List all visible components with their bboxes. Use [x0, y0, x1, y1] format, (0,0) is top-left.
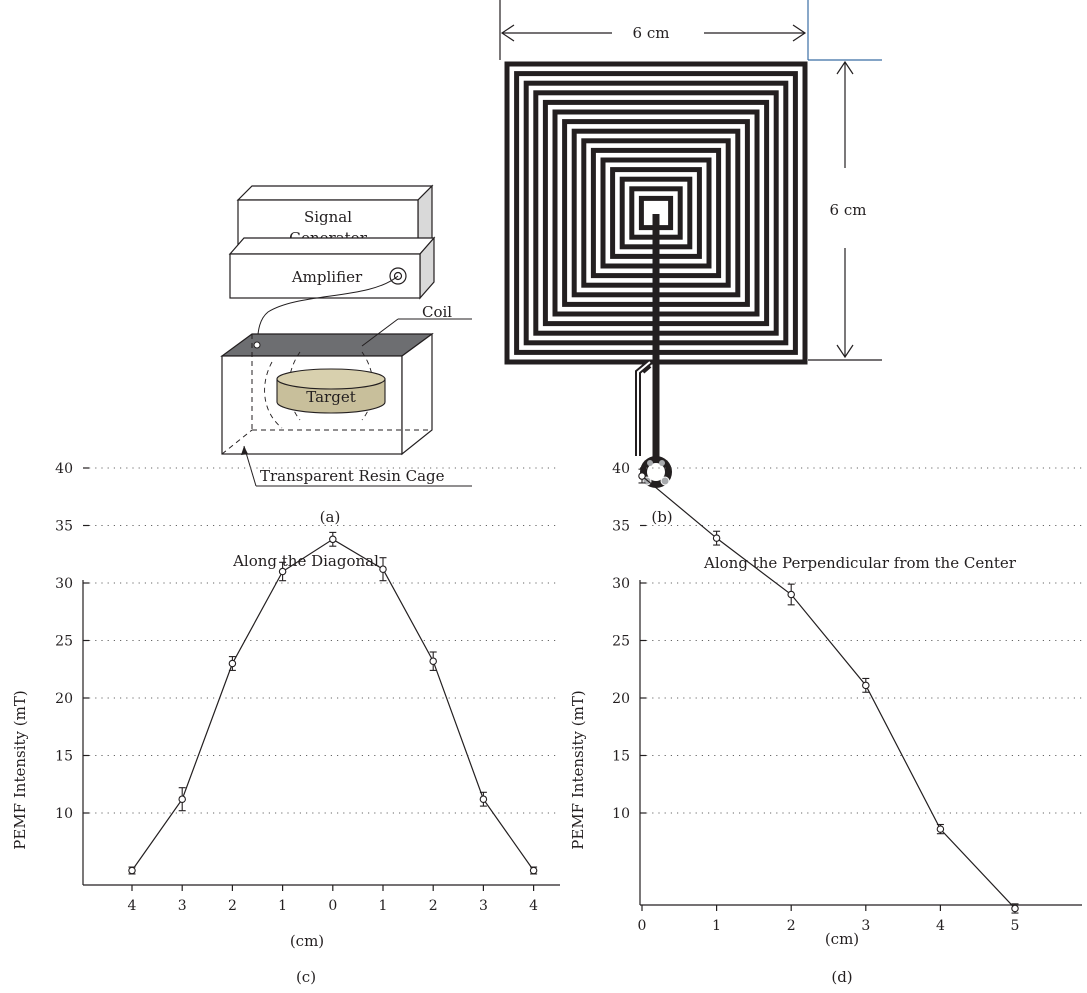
x-tick-label: 2 [429, 898, 438, 914]
chart-c-series [128, 531, 538, 875]
caption-d: (d) [831, 968, 852, 986]
chart-c-axes [82, 580, 560, 886]
data-point [228, 659, 237, 668]
data-point [329, 535, 337, 544]
coil-leader-line [361, 318, 399, 347]
data-point [379, 565, 387, 573]
x-tick-label: 4 [128, 898, 137, 914]
x-tick-label: 1 [379, 898, 388, 914]
chart-c-y-ticks: 10 15 20 25 30 35 40 [55, 461, 89, 822]
x-tick-label: 3 [861, 918, 870, 934]
caption-b: (b) [651, 508, 672, 526]
height-dimension-label: 6 cm [830, 201, 867, 219]
x-tick-label: 3 [479, 898, 488, 914]
x-tick-label: 1 [712, 918, 721, 934]
x-tick-label: 0 [328, 898, 337, 914]
signal-generator-label-line1: Signal [304, 208, 352, 226]
y-tick-label: 10 [55, 806, 73, 822]
series-line [131, 538, 535, 871]
caption-a: (a) [320, 508, 341, 526]
x-tick-label: 4 [936, 918, 945, 934]
x-tick-label: 5 [1011, 918, 1020, 934]
y-tick-label: 20 [55, 691, 73, 707]
series-line [641, 475, 1016, 909]
x-tick-label: 0 [638, 918, 647, 934]
coil-label: Coil [422, 303, 452, 321]
y-tick-label: 15 [55, 749, 73, 765]
width-dimension-label: 6 cm [633, 24, 670, 42]
data-point [936, 825, 945, 833]
target-label: Target [306, 388, 355, 406]
amplifier-label: Amplifier [291, 268, 363, 286]
coil-lead-traces [635, 214, 660, 458]
chart-c-ylabel: PEMF Intensity (mT) [11, 690, 29, 849]
y-tick-label: 10 [612, 806, 630, 822]
data-point [278, 567, 287, 576]
y-tick-label: 30 [612, 576, 630, 592]
y-tick-label: 35 [55, 519, 73, 535]
y-tick-label: 35 [612, 519, 630, 535]
chart-d-ylabel: PEMF Intensity (mT) [569, 690, 587, 849]
data-point [128, 866, 136, 875]
x-tick-label: 4 [529, 898, 538, 914]
y-tick-label: 30 [55, 576, 73, 592]
data-point [787, 590, 795, 599]
height-dimension-arrow [836, 60, 854, 359]
panel-d-chart: Along the Perpendicular from the Center … [569, 461, 1082, 986]
data-point [178, 795, 186, 803]
amplifier-box [228, 236, 436, 300]
panel-b-coil-diagram: 6 cm 6 cm (b) [499, 0, 882, 526]
x-tick-label: 1 [278, 898, 287, 914]
y-tick-label: 40 [612, 461, 630, 477]
y-tick-label: 20 [612, 691, 630, 707]
target-cylinder [276, 368, 386, 414]
data-point [712, 534, 721, 542]
data-point [529, 866, 538, 875]
y-tick-label: 25 [55, 634, 73, 650]
caption-c: (c) [296, 968, 316, 986]
chart-d-xlabel: (cm) [825, 930, 859, 948]
data-point [479, 795, 488, 803]
panel-a-setup-diagram: Signal Generator Amplifier [220, 184, 472, 526]
chart-d-series [638, 468, 1019, 914]
chart-d-axes [639, 580, 1082, 906]
x-tick-label: 2 [228, 898, 237, 914]
y-tick-label: 25 [612, 634, 630, 650]
data-point [638, 472, 646, 480]
chart-d-x-ticks: 0 1 2 3 4 5 [638, 905, 1020, 934]
y-tick-label: 40 [55, 461, 73, 477]
chart-d-y-ticks: 10 15 20 25 30 35 40 [612, 461, 646, 822]
cage-label: Transparent Resin Cage [260, 467, 445, 485]
chart-c-title: Along the Diagonal [232, 552, 379, 570]
data-point [1011, 904, 1019, 913]
chart-d-title: Along the Perpendicular from the Center [703, 554, 1017, 572]
width-dimension-arrow [500, 24, 807, 42]
x-tick-label: 2 [787, 918, 796, 934]
connector-pads [640, 456, 672, 488]
data-point [862, 681, 870, 690]
chart-c-xlabel: (cm) [290, 932, 324, 950]
y-tick-label: 15 [612, 749, 630, 765]
x-tick-label: 3 [178, 898, 187, 914]
data-point [429, 657, 437, 665]
chart-d-gridlines [646, 467, 1082, 814]
coil-cable [256, 275, 399, 344]
chart-c-x-ticks: 4 3 2 1 0 1 2 3 4 [128, 885, 538, 914]
